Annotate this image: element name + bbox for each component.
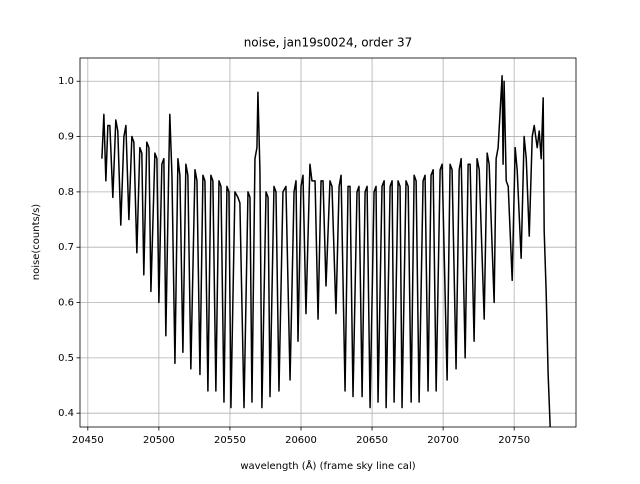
- y-tick-label: 0.7: [58, 242, 74, 253]
- y-tick-label: 0.4: [58, 408, 74, 419]
- x-tick-label: 20500: [143, 435, 175, 446]
- y-tick-label: 0.9: [58, 132, 74, 143]
- plot-area: [101, 74, 551, 427]
- x-tick-label: 20450: [72, 435, 104, 446]
- y-tick-label: 1.0: [58, 76, 74, 87]
- y-tick-label: 0.5: [58, 353, 74, 364]
- x-tick-label: 20550: [214, 435, 246, 446]
- ticks: 20450 20500 20550 20600 20650 20700 20750 0.4 0.…: [58, 76, 530, 446]
- y-tick-label: 0.6: [58, 298, 74, 309]
- y-tick-label: 0.8: [58, 187, 74, 198]
- x-tick-label: 20700: [427, 435, 459, 446]
- x-tick-label: 20650: [356, 435, 388, 446]
- data-line: [101, 74, 551, 427]
- x-axis-label: wavelength (Å) (frame sky line cal): [240, 459, 415, 472]
- axes-frame: [79, 57, 577, 428]
- x-tick-label: 20600: [285, 435, 317, 446]
- x-tick-label: 20750: [498, 435, 530, 446]
- y-axis-label: noise(counts/s): [31, 204, 42, 281]
- chart-title: noise, jan19s0024, order 37: [244, 36, 413, 50]
